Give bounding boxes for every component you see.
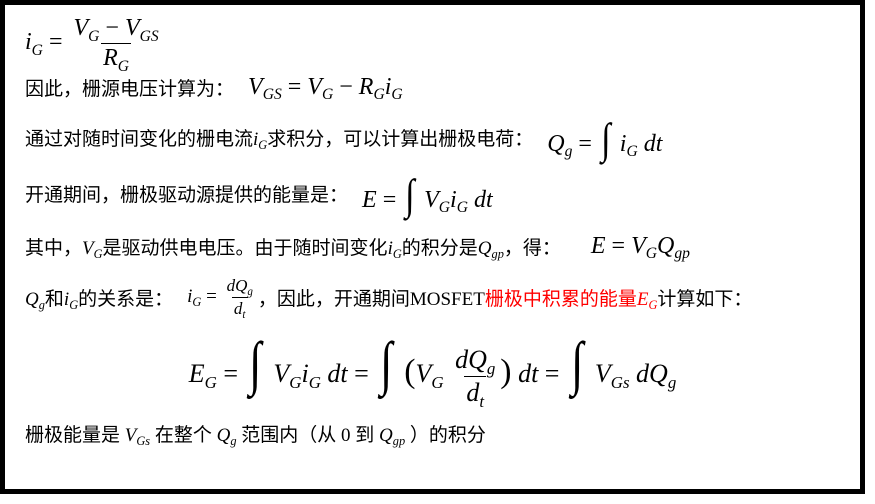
integral-icon: ∫ xyxy=(571,329,583,398)
highlight-text: 栅极中积累的能量 xyxy=(485,289,637,310)
line-energy: 开通期间，栅极驱动源提供的能量是： E = ∫ VGiG dt xyxy=(25,165,840,221)
equation-vgs: VGS = VG − RGiG xyxy=(248,74,403,101)
equation-energy: E = ∫ VGiG dt xyxy=(362,169,493,218)
equation-eg-big: EG = ∫ VGiG dt = ∫ (VG dQg dt ) dt = ∫ V… xyxy=(25,323,840,413)
integral-icon: ∫ xyxy=(601,115,610,164)
equation-ig-deriv: iG = dQg dt xyxy=(187,276,258,319)
equation-qg: Qg = ∫ iG dt xyxy=(547,113,662,162)
integral-icon: ∫ xyxy=(405,171,414,220)
line-summary: 栅极能量是 VGs 在整个 Qg 范围内（从 0 到 Qgp ）的积分 xyxy=(25,413,840,453)
integral-icon: ∫ xyxy=(250,329,262,398)
equation-page: iG = VG − VGS RG 因此，栅源电压计算为： VGS = VG − xyxy=(0,0,865,494)
var-ig: i xyxy=(25,29,32,55)
fraction: VG − VGS RG xyxy=(71,15,160,72)
integral-icon: ∫ xyxy=(380,329,392,398)
line-e-equals-vgqgp: 其中，VG是驱动供电电压。由于随时间变化iG的积分是Qgp，得： E = VGQ… xyxy=(25,221,840,271)
line-ig-dqg-dt: Qg和iG的关系是： iG = dQg dt ，因此，开通期间MOSFET栅极中… xyxy=(25,271,840,323)
equation-e-vgqgp: E = VGQgp xyxy=(591,233,690,260)
equation-1: iG = VG − VGS RG xyxy=(25,15,840,65)
line-qg: 通过对随时间变化的栅电流iG求积分，可以计算出栅极电荷： Qg = ∫ iG d… xyxy=(25,109,840,165)
